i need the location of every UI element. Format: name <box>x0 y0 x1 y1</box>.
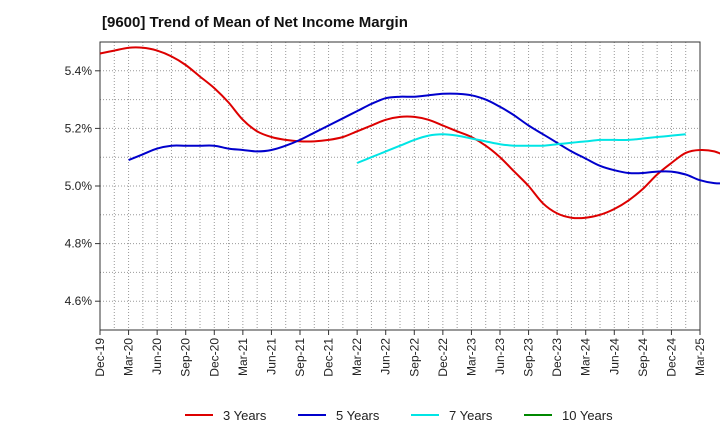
x-tick-label: Sep-20 <box>179 338 193 377</box>
y-tick-label: 4.8% <box>65 237 93 251</box>
legend-label: 5 Years <box>336 408 380 423</box>
y-tick-label: 5.2% <box>65 121 93 135</box>
y-tick-label: 5.0% <box>65 179 93 193</box>
y-tick-label: 5.4% <box>65 64 93 78</box>
x-tick-label: Jun-22 <box>379 338 393 375</box>
legend-label: 3 Years <box>223 408 267 423</box>
x-tick-label: Jun-24 <box>607 338 621 375</box>
x-tick-label: Dec-20 <box>207 338 221 377</box>
series-line-5-years <box>128 92 720 185</box>
x-tick-label: Mar-23 <box>464 338 478 376</box>
series-line-7-years <box>356 133 686 164</box>
x-tick-label: Jun-20 <box>150 338 164 375</box>
x-tick-label: Jun-23 <box>493 338 507 375</box>
x-tick-label: Sep-21 <box>293 338 307 377</box>
chart-title: [9600] Trend of Mean of Net Income Margi… <box>102 14 408 31</box>
x-tick-label: Sep-23 <box>522 338 536 377</box>
series-line-3-years <box>99 46 720 220</box>
x-tick-label: Mar-21 <box>236 338 250 376</box>
y-tick-label: 4.6% <box>65 294 93 308</box>
x-tick-label: Dec-22 <box>436 338 450 377</box>
x-tick-label: Sep-22 <box>407 338 421 377</box>
x-tick-label: Mar-20 <box>122 338 136 376</box>
x-tick-label: Dec-19 <box>93 338 107 377</box>
x-tick-label: Mar-24 <box>579 338 593 376</box>
x-tick-label: Jun-21 <box>264 338 278 375</box>
x-tick-label: Dec-24 <box>664 338 678 377</box>
x-tick-label: Dec-23 <box>550 338 564 377</box>
legend-label: 7 Years <box>449 408 493 423</box>
x-tick-label: Mar-22 <box>350 338 364 376</box>
x-tick-label: Sep-24 <box>636 338 650 377</box>
x-tick-label: Mar-25 <box>693 338 707 376</box>
x-tick-label: Dec-21 <box>322 338 336 377</box>
legend-label: 10 Years <box>562 408 613 423</box>
